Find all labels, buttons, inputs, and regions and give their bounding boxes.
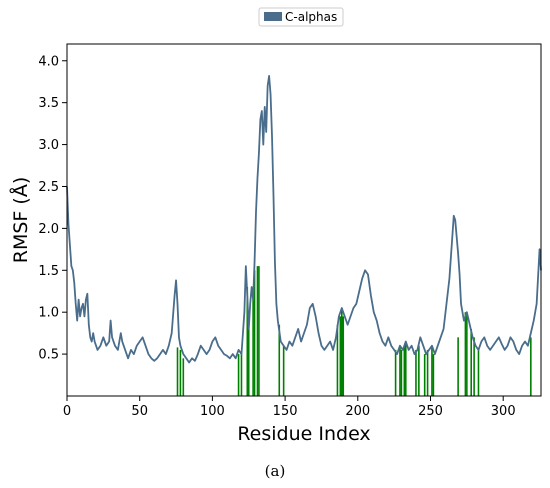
- legend-label-c-alphas: C-alphas: [285, 10, 337, 24]
- y-tick-label-6: 3.5: [38, 96, 59, 111]
- x-tick-label-150: 150: [273, 404, 298, 419]
- green-bars: [176, 266, 532, 396]
- x-axis-ticks: 0 50 100 150 200 250 300: [63, 396, 516, 419]
- y-tick-label-7: 4.0: [38, 54, 59, 69]
- series-line-c-alphas: [66, 74, 542, 364]
- x-tick-label-200: 200: [345, 404, 370, 419]
- x-tick-label-0: 0: [63, 404, 71, 419]
- y-tick-label-4: 2.5: [38, 180, 59, 195]
- plot-area: [67, 44, 541, 396]
- plot-frame: [66, 43, 542, 397]
- legend-swatch-c-alphas: [264, 12, 282, 21]
- y-tick-label-5: 3.0: [38, 138, 59, 153]
- y-tick-label-0: 0.5: [38, 348, 59, 363]
- x-tick-label-50: 50: [131, 404, 148, 419]
- y-tick-label-1: 1.0: [38, 306, 59, 321]
- x-tick-label-100: 100: [200, 404, 225, 419]
- x-axis-label: Residue Index: [237, 423, 370, 445]
- y-axis-ticks: 0.5 1.0 1.5 2.0 2.5 3.0 3.5 4.0: [38, 54, 67, 363]
- y-tick-label-2: 1.5: [38, 264, 59, 279]
- legend: C-alphas: [258, 7, 344, 27]
- figure-caption: (a): [265, 462, 286, 480]
- x-tick-label-250: 250: [418, 404, 443, 419]
- x-tick-label-300: 300: [491, 404, 516, 419]
- y-axis-label: RMSF (Å): [9, 177, 32, 263]
- y-tick-label-3: 2.0: [38, 222, 59, 237]
- rmsf-line-layer: [66, 74, 542, 364]
